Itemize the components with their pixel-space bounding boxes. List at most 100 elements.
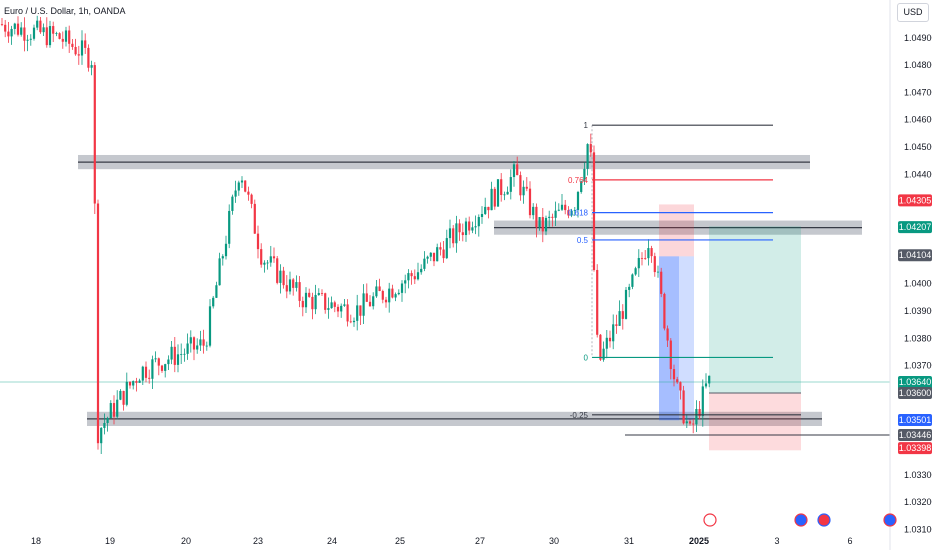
price-badges: 1.043051.042071.041041.0364028:361.03600…: [898, 194, 932, 455]
candle-body: [336, 306, 340, 312]
candle-body: [599, 334, 602, 360]
candle-body: [58, 33, 61, 39]
candle-body: [416, 272, 420, 280]
candle-body: [308, 292, 311, 297]
candle-body: [656, 271, 660, 273]
candle-body: [311, 296, 314, 310]
candle-body: [480, 213, 484, 218]
candle-body: [692, 423, 695, 425]
price-badge: [898, 221, 932, 234]
price-tick-label: 1.04000: [904, 279, 932, 289]
candle-body: [442, 249, 445, 259]
candle-body: [327, 308, 330, 310]
candle-body: [173, 346, 176, 365]
candle-body: [154, 358, 157, 360]
candle-body: [250, 194, 253, 204]
candle-body: [365, 293, 368, 302]
time-axis[interactable]: 18 19 20 23 24 25 27 30 31 2025 3 6: [31, 536, 853, 546]
candle-body: [669, 340, 672, 370]
candle-body: [528, 188, 532, 216]
candle-body: [112, 403, 116, 417]
price-badge-text: 1.04305: [899, 195, 932, 205]
candle-body: [125, 381, 128, 405]
candle-body: [615, 324, 618, 326]
candle-body: [397, 292, 400, 295]
us-flag-event-icon-circle: [817, 513, 831, 527]
candle-body: [580, 181, 583, 192]
candle-body: [0, 24, 4, 25]
candle-body: [4, 24, 7, 32]
price-tick-label: 1.04700: [904, 87, 932, 97]
candle-body: [192, 337, 196, 350]
candle-body: [477, 217, 480, 227]
candle-body: [298, 282, 301, 301]
candle-body: [576, 191, 580, 211]
us-flag-event-icon[interactable]: [817, 513, 831, 527]
price-tick-label: 1.03800: [904, 333, 932, 343]
candle-body: [218, 258, 221, 286]
candle-body: [237, 182, 240, 191]
candle-body: [359, 305, 362, 316]
candle-body: [61, 38, 64, 42]
candle-body: [356, 305, 359, 321]
price-badge: [898, 194, 932, 207]
candle-body: [624, 289, 628, 319]
candle-body: [208, 306, 212, 346]
candle-body: [557, 209, 560, 211]
price-tick-label: 1.03300: [904, 470, 932, 480]
fib-level-label: 0.618: [568, 209, 589, 218]
candle-body: [247, 191, 250, 195]
candle-body: [663, 293, 666, 329]
candle-body: [378, 286, 381, 292]
candle-body: [349, 321, 352, 323]
candle-body: [384, 299, 388, 303]
eu-flag-event-icon[interactable]: [794, 513, 808, 527]
time-tick-label: 20: [181, 536, 191, 546]
candle-body: [634, 268, 637, 275]
candle-body: [7, 31, 10, 37]
currency-button[interactable]: USD: [897, 3, 929, 22]
candle-body: [506, 191, 509, 195]
price-badge-text: 1.03398: [899, 443, 932, 453]
candle-body: [544, 217, 548, 232]
lightning-event-icon-circle: [703, 513, 717, 527]
candle-body: [160, 365, 164, 371]
candle-body: [269, 256, 272, 263]
candle-body: [176, 354, 180, 365]
candle-body: [324, 293, 327, 310]
candle-body: [538, 217, 541, 228]
candle-body: [535, 206, 538, 228]
economic-events[interactable]: [703, 513, 897, 527]
candle-body: [509, 177, 512, 192]
candle-body: [64, 30, 68, 42]
candle-body: [282, 270, 285, 286]
price-axis[interactable]: 1.04900 1.04800 1.04700 1.04600 1.04500 1.044…: [889, 0, 932, 550]
time-tick-label: 19: [105, 536, 115, 546]
time-tick-label: 31: [624, 536, 634, 546]
lightning-event-icon[interactable]: [703, 513, 717, 527]
candle-body: [148, 377, 151, 379]
price-tick-label: 1.04500: [904, 142, 932, 152]
fib-level-label: -0.25: [570, 411, 589, 420]
candle-body: [548, 216, 551, 218]
candle-body: [666, 328, 669, 341]
eu-flag-event-icon[interactable]: [883, 513, 897, 527]
candle-body: [679, 382, 682, 391]
candle-body: [199, 339, 202, 346]
candle-body: [394, 294, 397, 298]
candle-body: [682, 390, 685, 424]
candle-body: [407, 273, 410, 281]
candle-body: [688, 421, 692, 424]
candle-body: [362, 293, 365, 316]
candle-body: [631, 274, 634, 287]
time-tick-label: 25: [395, 536, 405, 546]
candle-body: [71, 43, 74, 47]
price-badge: [898, 413, 932, 426]
price-badge: [898, 429, 932, 442]
candle-body: [471, 227, 474, 231]
fib-level-label: 0: [584, 353, 589, 362]
candle-body: [128, 381, 132, 386]
candle-body: [455, 223, 458, 244]
candle-body: [404, 280, 407, 284]
